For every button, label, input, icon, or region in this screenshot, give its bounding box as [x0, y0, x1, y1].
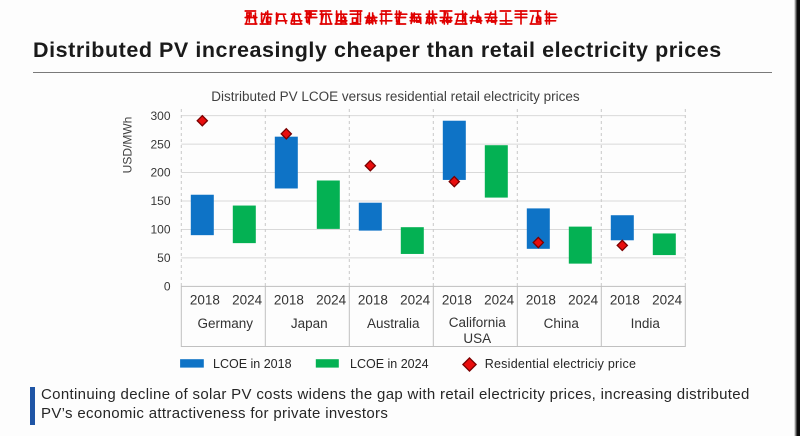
svg-text:USA: USA — [463, 331, 491, 346]
svg-text:LCOE in 2018: LCOE in 2018 — [213, 357, 292, 371]
svg-text:2018: 2018 — [526, 293, 556, 308]
svg-text:2018: 2018 — [442, 293, 472, 308]
svg-text:2024: 2024 — [484, 293, 515, 308]
svg-text:200: 200 — [150, 166, 170, 180]
svg-text:Japan: Japan — [291, 316, 328, 331]
svg-text:Distributed PV LCOE versus res: Distributed PV LCOE versus residential r… — [211, 89, 580, 104]
svg-text:India: India — [631, 316, 661, 331]
svg-text:100: 100 — [150, 223, 170, 237]
svg-text:250: 250 — [150, 137, 170, 151]
svg-text:2024: 2024 — [400, 293, 431, 308]
svg-text:China: China — [544, 316, 580, 331]
svg-text:Germany: Germany — [198, 316, 254, 331]
svg-text:California: California — [449, 315, 507, 330]
svg-text:300: 300 — [150, 109, 170, 123]
svg-text:2024: 2024 — [316, 293, 347, 308]
svg-text:2024: 2024 — [652, 293, 683, 308]
svg-text:Australia: Australia — [367, 316, 420, 331]
svg-text:Residential electriciy price: Residential electriciy price — [485, 357, 637, 371]
svg-text:150: 150 — [150, 194, 170, 208]
svg-text:USD/MWh: USD/MWh — [121, 117, 135, 174]
svg-text:50: 50 — [157, 251, 171, 265]
svg-text:2018: 2018 — [274, 293, 304, 308]
svg-text:2018: 2018 — [358, 293, 388, 308]
svg-text:0: 0 — [164, 280, 171, 294]
svg-text:2024: 2024 — [568, 293, 599, 308]
svg-text:2018: 2018 — [190, 293, 220, 308]
svg-text:LCOE in 2024: LCOE in 2024 — [350, 357, 429, 371]
svg-text:2024: 2024 — [232, 293, 263, 308]
svg-text:2018: 2018 — [610, 293, 640, 308]
